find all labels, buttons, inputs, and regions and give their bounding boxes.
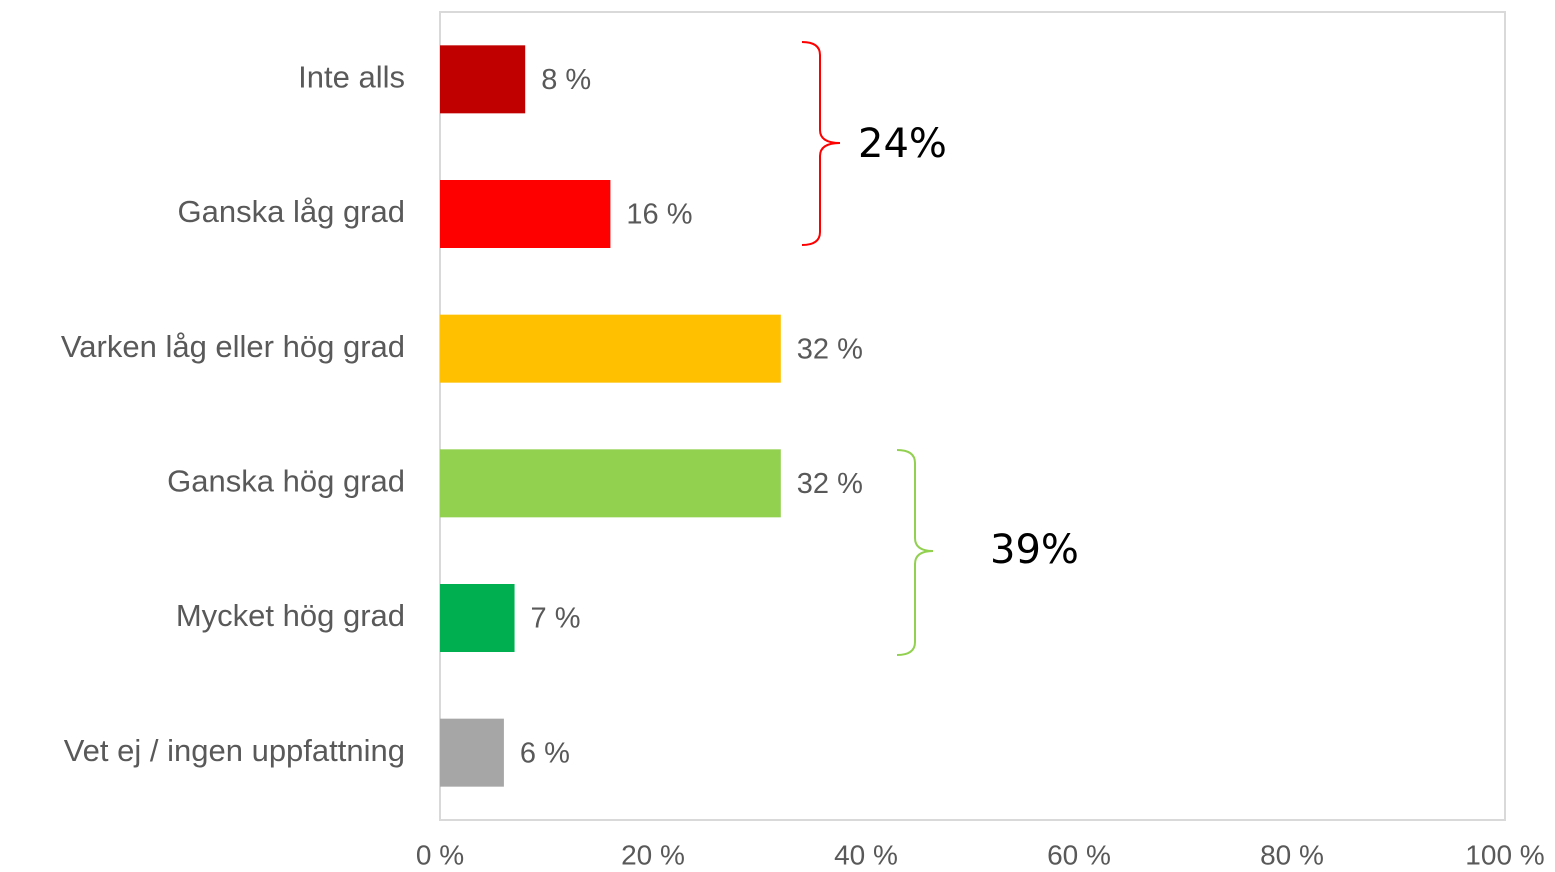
brace: [801, 41, 841, 246]
category-label: Mycket hög grad: [176, 598, 405, 633]
x-tick-label: 100 %: [1465, 839, 1544, 870]
value-label: 32 %: [797, 468, 863, 500]
x-tick-label: 60 %: [1047, 839, 1111, 870]
value-label: 16 %: [626, 199, 692, 231]
bar: [440, 180, 611, 248]
x-tick-label: 40 %: [834, 839, 898, 870]
bar: [440, 584, 515, 652]
value-label: 7 %: [531, 603, 581, 635]
bar: [440, 314, 781, 383]
category-label: Varken låg eller hög grad: [61, 329, 405, 364]
x-tick-label: 20 %: [621, 839, 685, 870]
x-tick-label: 80 %: [1260, 839, 1324, 870]
category-label: Vet ej / ingen uppfattning: [64, 733, 405, 768]
annotation: 24%: [858, 121, 947, 167]
x-tick-label: 0 %: [416, 839, 464, 870]
category-label: Inte alls: [298, 60, 405, 95]
category-label: Ganska hög grad: [167, 464, 405, 499]
annotation: 39%: [990, 527, 1079, 573]
brace: [896, 449, 934, 656]
category-label: Ganska låg grad: [178, 194, 405, 229]
bar: [440, 45, 526, 114]
value-label: 32 %: [797, 333, 863, 365]
value-label: 6 %: [520, 737, 570, 769]
plot-frame: [439, 11, 1506, 821]
bar: [440, 449, 781, 518]
bar: [440, 718, 504, 787]
value-label: 8 %: [541, 64, 591, 96]
